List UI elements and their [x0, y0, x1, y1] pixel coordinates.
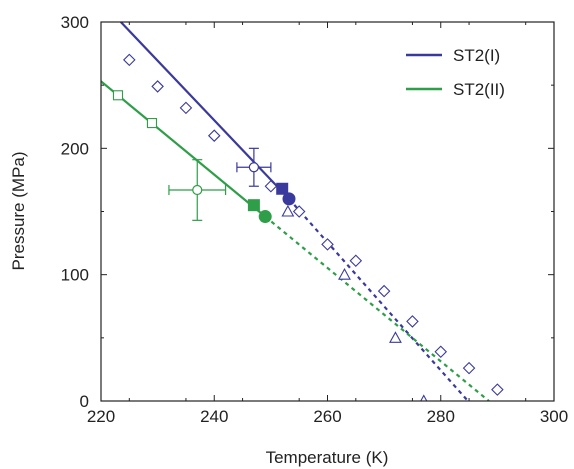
fit-line-st2-ii-solid	[101, 80, 266, 218]
x-tick-label: 240	[200, 407, 228, 426]
legend: ST2(I) ST2(II)	[406, 46, 505, 99]
st2-ii-circle-open-errorbar-point	[192, 184, 203, 196]
st2-i-triangle-open-point	[338, 268, 351, 280]
plot-frame	[100, 21, 555, 402]
st2-i-diamond-open-point	[292, 205, 306, 218]
fit-line-st2-i-dashed	[288, 198, 469, 401]
st2-i-diamond-open-point	[377, 284, 391, 298]
y-tick-label: 200	[61, 139, 89, 158]
fit-line-st2-ii-dashed	[264, 215, 490, 401]
chart-marks	[101, 22, 504, 401]
st2-i-diamond-open-point	[264, 179, 278, 193]
axis-ticks: 220 240 260 280 300 0 100 200 300	[61, 13, 569, 426]
y-tick-label: 0	[80, 392, 89, 411]
y-axis-label: Pressure (MPa)	[9, 151, 28, 270]
x-tick-label: 220	[87, 407, 115, 426]
st2-i-diamond-open-point	[123, 53, 136, 67]
st2-i-diamond-open-point	[434, 345, 448, 359]
legend-label-st2-i: ST2(I)	[453, 46, 500, 65]
st2-i-diamond-open-point	[151, 80, 164, 93]
st2-i-triangle-open-point	[281, 204, 295, 217]
y-tick-label: 300	[61, 13, 89, 32]
legend-label-st2-ii: ST2(II)	[453, 80, 505, 99]
x-axis-label: Temperature (K)	[266, 448, 389, 467]
st2-i-circle-open-errorbar-point	[248, 162, 259, 173]
st2-i-diamond-open-point	[349, 254, 363, 268]
fit-line-st2-i-solid	[120, 22, 290, 200]
st2-i-diamond-open-point	[207, 129, 221, 142]
st2-i-diamond-open-point	[321, 238, 334, 251]
st2-i-square-filled-point	[276, 182, 289, 195]
x-tick-label: 260	[313, 407, 341, 426]
st2-i-diamond-open-point	[179, 101, 193, 115]
x-tick-label: 280	[427, 407, 455, 426]
st2-i-triangle-open-point	[389, 331, 402, 343]
st2-ii-square-filled-point	[247, 199, 260, 212]
y-tick-label: 100	[61, 266, 89, 285]
st2-ii-square-open-point	[146, 118, 158, 129]
x-tick-label: 300	[540, 407, 568, 426]
st2-i-circle-filled-point	[282, 192, 296, 206]
st2-ii-circle-filled-point	[258, 210, 272, 224]
st2-i-diamond-open-point	[462, 361, 476, 375]
st2-ii-square-open-point	[112, 90, 124, 101]
st2-i-diamond-open-point	[491, 383, 504, 396]
st2-i-diamond-open-point	[406, 315, 419, 328]
